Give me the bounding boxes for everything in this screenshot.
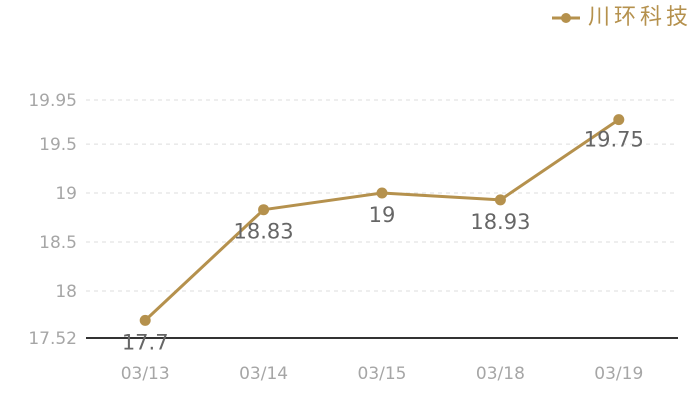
x-tick-label: 03/19 xyxy=(594,364,643,384)
y-tick-label: 18 xyxy=(55,282,77,302)
line-dot-icon xyxy=(551,11,581,25)
data-point[interactable] xyxy=(613,114,625,126)
data-point-label: 19.75 xyxy=(584,128,644,152)
x-tick-label: 03/15 xyxy=(358,364,407,384)
x-tick-label: 03/18 xyxy=(476,364,525,384)
y-tick-label: 18.5 xyxy=(39,233,77,253)
data-point[interactable] xyxy=(494,194,506,206)
y-tick-label: 19.5 xyxy=(39,135,77,155)
legend-item[interactable]: 川环科技 xyxy=(551,7,692,29)
legend-label: 川环科技 xyxy=(587,5,692,30)
data-point-label: 18.93 xyxy=(470,210,530,234)
x-tick-label: 03/14 xyxy=(239,364,288,384)
data-point-label: 17.7 xyxy=(122,330,169,354)
data-point[interactable] xyxy=(376,187,388,199)
y-tick-label: 17.52 xyxy=(28,329,77,349)
y-tick-label: 19.95 xyxy=(28,91,77,111)
data-point[interactable] xyxy=(258,204,270,216)
data-point-label: 18.83 xyxy=(234,220,294,244)
x-tick-label: 03/13 xyxy=(121,364,170,384)
data-point[interactable] xyxy=(139,314,151,326)
y-tick-label: 19 xyxy=(55,184,77,204)
data-point-label: 19 xyxy=(369,203,396,227)
